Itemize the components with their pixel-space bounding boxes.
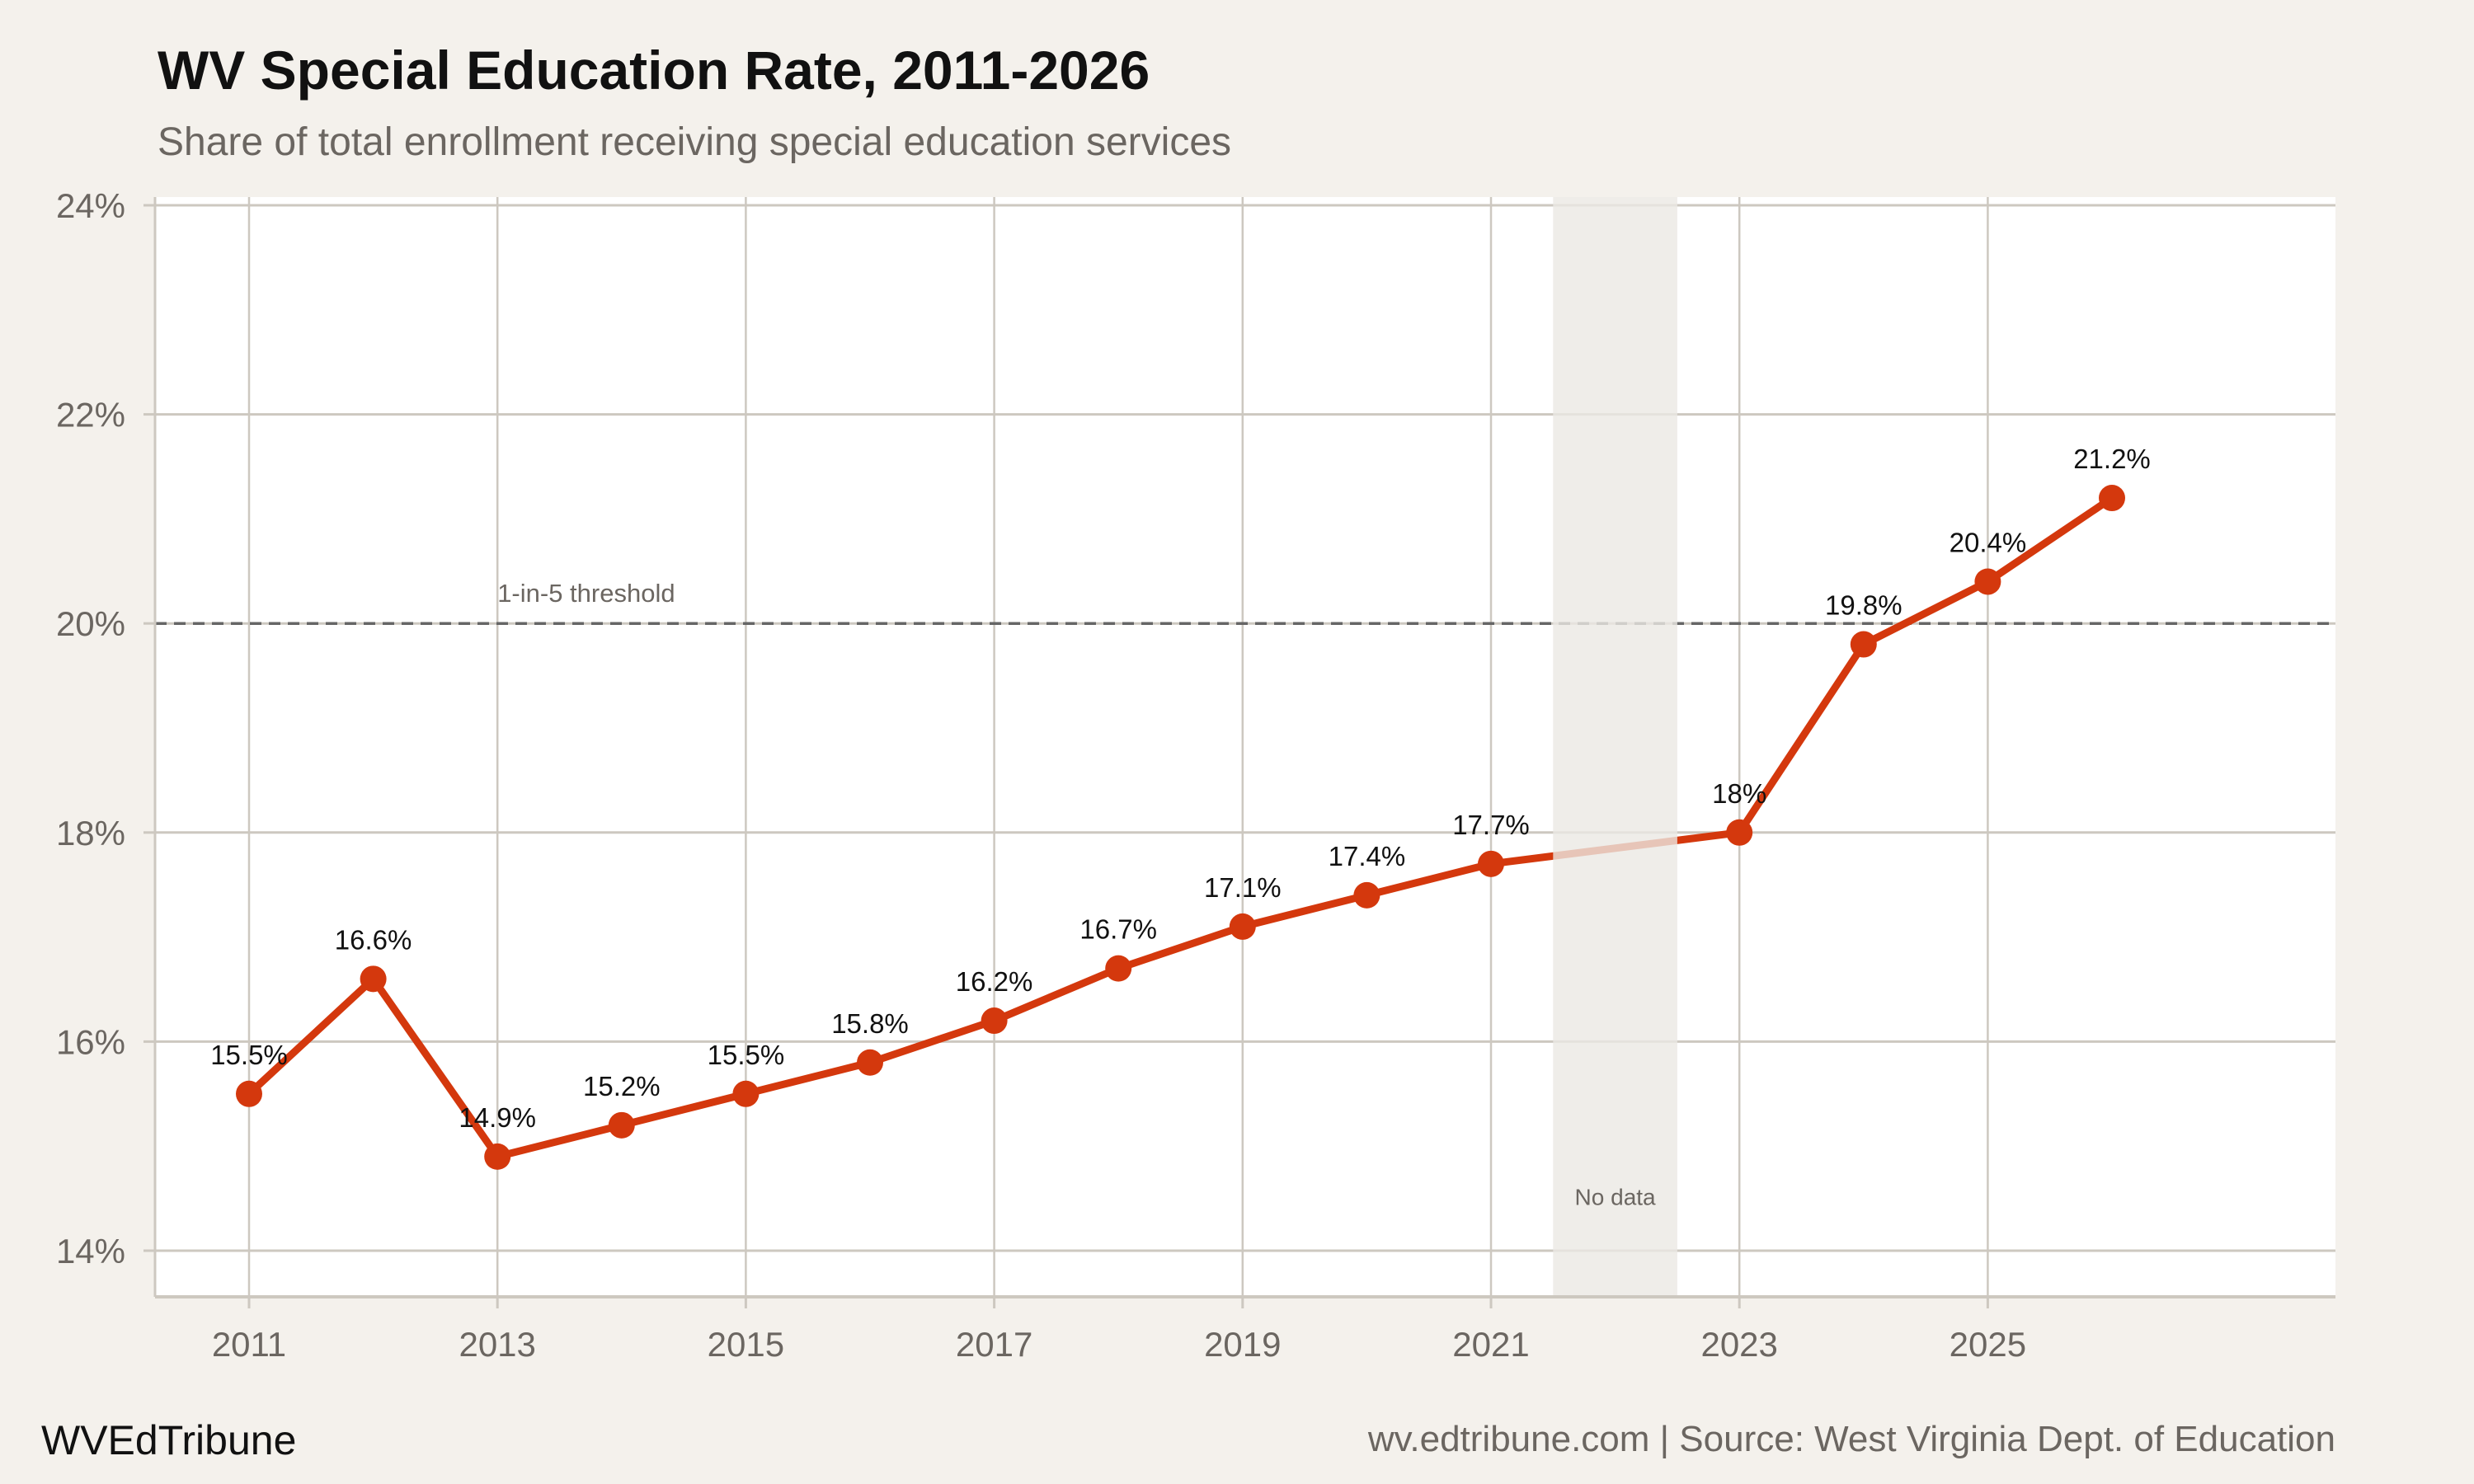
x-tick-label: 2013 <box>459 1325 535 1364</box>
threshold-label: 1-in-5 threshold <box>497 579 675 608</box>
x-tick-label: 2025 <box>1950 1325 2026 1364</box>
data-label: 17.1% <box>1204 872 1282 903</box>
data-label: 16.7% <box>1079 914 1157 945</box>
data-label: 15.5% <box>708 1040 785 1070</box>
no-data-region <box>1553 197 1677 1297</box>
reference-line-group: 1-in-5 threshold <box>155 579 2335 625</box>
gridlines <box>155 197 2335 1297</box>
chart-title: WV Special Education Rate, 2011-2026 <box>158 40 1150 101</box>
source-footer: wv.edtribune.com | Source: West Virginia… <box>1367 1419 2335 1459</box>
y-tick-label: 18% <box>56 814 125 852</box>
data-point <box>857 1049 883 1076</box>
data-point <box>608 1111 635 1139</box>
data-point <box>1105 955 1132 982</box>
data-label: 15.8% <box>831 1008 909 1039</box>
data-label: 19.8% <box>1825 590 1903 621</box>
axes: 14% 16% 18% 20% 22% 24% 2011 2013 2015 2017 2019 20… <box>56 186 2335 1364</box>
data-point <box>360 965 387 993</box>
x-tick-label: 2023 <box>1700 1325 1777 1364</box>
data-point <box>2099 485 2125 512</box>
data-label: 17.4% <box>1329 841 1406 871</box>
data-label: 16.6% <box>335 924 412 955</box>
series-points <box>236 485 2125 1170</box>
data-label: 17.7% <box>1452 810 1530 840</box>
data-point <box>1478 850 1504 877</box>
data-point <box>981 1007 1008 1035</box>
no-data-label: No data <box>1575 1185 1656 1210</box>
data-point <box>732 1080 760 1107</box>
x-tick-label: 2019 <box>1204 1325 1281 1364</box>
data-point <box>484 1143 511 1170</box>
data-label: 21.2% <box>2073 444 2151 474</box>
data-point <box>1353 881 1380 909</box>
chart-subtitle: Share of total enrollment receiving spec… <box>158 120 1231 164</box>
data-label: 15.5% <box>210 1040 288 1070</box>
y-tick-label: 14% <box>56 1232 125 1270</box>
data-label: 20.4% <box>1950 527 2027 557</box>
x-tick-label: 2021 <box>1452 1325 1529 1364</box>
data-label: 14.9% <box>459 1102 536 1133</box>
y-tick-label: 22% <box>56 396 125 434</box>
y-tick-label: 20% <box>56 604 125 643</box>
x-tick-label: 2011 <box>212 1325 286 1364</box>
plot-panel <box>155 197 2335 1297</box>
data-point <box>1974 568 2001 595</box>
data-label: 16.2% <box>956 966 1033 997</box>
y-tick-label: 24% <box>56 186 125 225</box>
x-tick-label: 2017 <box>956 1325 1032 1364</box>
x-tick-label: 2015 <box>708 1325 784 1364</box>
data-point <box>236 1080 262 1107</box>
brand-footer: WVEdTribune <box>41 1417 296 1463</box>
y-tick-label: 16% <box>56 1022 125 1061</box>
data-label: 18% <box>1712 778 1766 809</box>
data-point <box>1850 631 1877 658</box>
data-point <box>1726 819 1753 846</box>
data-label: 15.2% <box>583 1071 661 1101</box>
data-point <box>1229 913 1256 940</box>
data-labels: 15.5% 16.6% 14.9% 15.2% 15.5% 15.8% 16.2% 16.7%… <box>210 444 2151 1133</box>
